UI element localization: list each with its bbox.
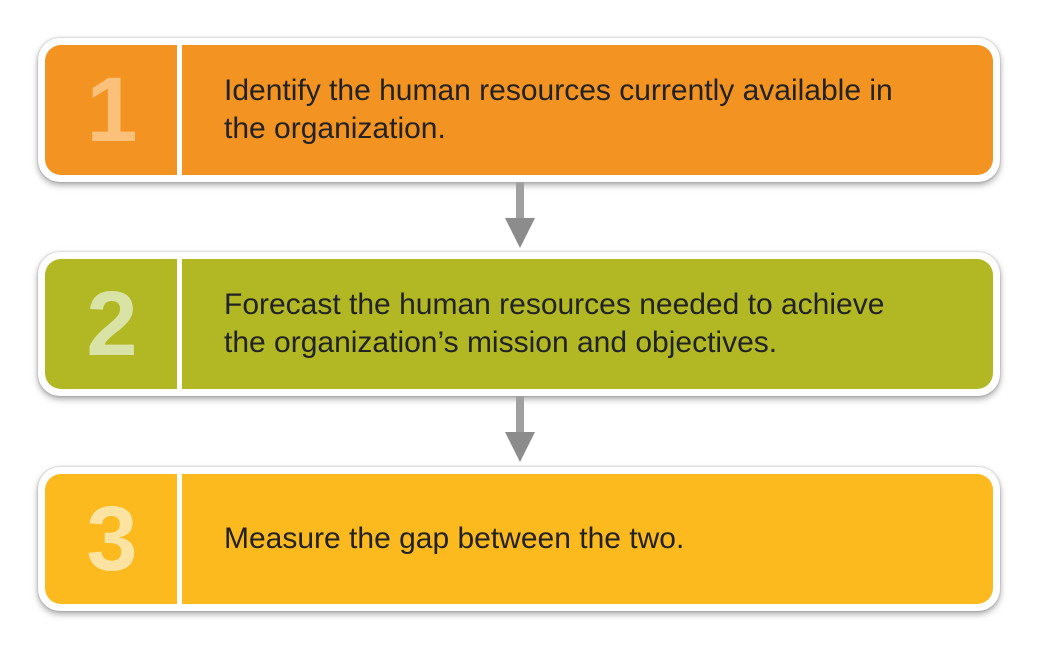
step-2-box: 2 Forecast the human resources needed to…	[38, 252, 1000, 396]
step-2-text: Forecast the human resources needed to a…	[224, 287, 885, 359]
step-2-number: 2	[86, 273, 137, 375]
step-1-number: 1	[86, 59, 137, 161]
step-3-number: 3	[86, 488, 137, 590]
step-1-text-cell: Identify the human resources currently a…	[182, 45, 993, 175]
step-3-box: 3 Measure the gap between the two.	[38, 467, 1000, 611]
step-2-panel: 2 Forecast the human resources needed to…	[45, 259, 993, 389]
step-1-box: 1 Identify the human resources currently…	[38, 38, 1000, 182]
step-2-number-cell: 2	[45, 259, 182, 389]
step-2-text-cell: Forecast the human resources needed to a…	[182, 259, 993, 389]
connector-1-arrow-down-icon	[505, 182, 535, 252]
step-3-number-cell: 3	[45, 474, 182, 604]
step-3-text: Measure the gap between the two.	[224, 521, 685, 555]
step-1-text: Identify the human resources currently a…	[224, 73, 893, 145]
step-3-text-cell: Measure the gap between the two.	[182, 474, 993, 604]
connector-2-arrow-down-icon	[505, 396, 535, 466]
step-3-panel: 3 Measure the gap between the two.	[45, 474, 993, 604]
step-1-panel: 1 Identify the human resources currently…	[45, 45, 993, 175]
step-1-number-cell: 1	[45, 45, 182, 175]
